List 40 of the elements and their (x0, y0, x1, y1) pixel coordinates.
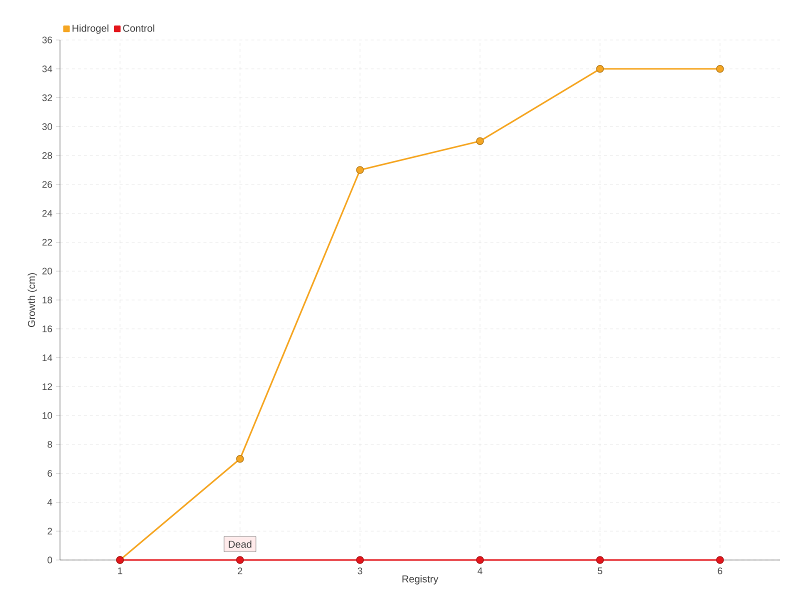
point (596, 64, 604, 73)
legend-label: Control (123, 24, 154, 32)
point (356, 166, 364, 174)
y-tick-label: 6 (48, 470, 52, 477)
y-tick-label: 30 (42, 123, 52, 130)
x-tick-label: 3 (358, 568, 362, 574)
point (596, 556, 604, 564)
y-tick-label: 36 (42, 36, 52, 44)
annotation: Dead (228, 540, 252, 548)
point (716, 556, 724, 564)
x-tick-label: 5 (598, 568, 602, 574)
point (236, 454, 244, 463)
y-tick-label: 0 (48, 556, 52, 564)
point (476, 137, 484, 146)
y-tick-label: 14 (42, 354, 52, 362)
y-tick-label: 18 (42, 296, 52, 304)
y-tick-label: 16 (42, 326, 52, 332)
point (236, 556, 244, 564)
x-tick-label: 1 (118, 568, 122, 574)
x-tick-label: 4 (478, 568, 482, 574)
y-tick-label: 26 (42, 181, 52, 188)
x-tick-label: 2 (238, 568, 242, 574)
y-tick-label: 2 (48, 528, 52, 534)
y-tick-label: 12 (42, 383, 52, 390)
x-tick-label: 6 (718, 568, 722, 574)
y-tick-label: 20 (42, 268, 52, 274)
y-tick-label: 34 (42, 66, 52, 72)
y-tick-label: 32 (42, 94, 52, 102)
point (356, 556, 364, 564)
point (476, 556, 484, 564)
point (716, 64, 724, 73)
y-tick-label: 22 (42, 238, 52, 246)
legend-label: Hidrogel (72, 24, 108, 34)
x-axis-title: Registry (402, 575, 438, 584)
y-tick-label: 10 (42, 412, 52, 419)
y-axis-title: Growth (cm) (28, 273, 38, 327)
y-tick-label: 24 (42, 210, 52, 217)
y-tick-label: 8 (48, 441, 52, 448)
y-tick-label: 4 (47, 498, 52, 506)
y-tick-label: 28 (42, 152, 52, 159)
